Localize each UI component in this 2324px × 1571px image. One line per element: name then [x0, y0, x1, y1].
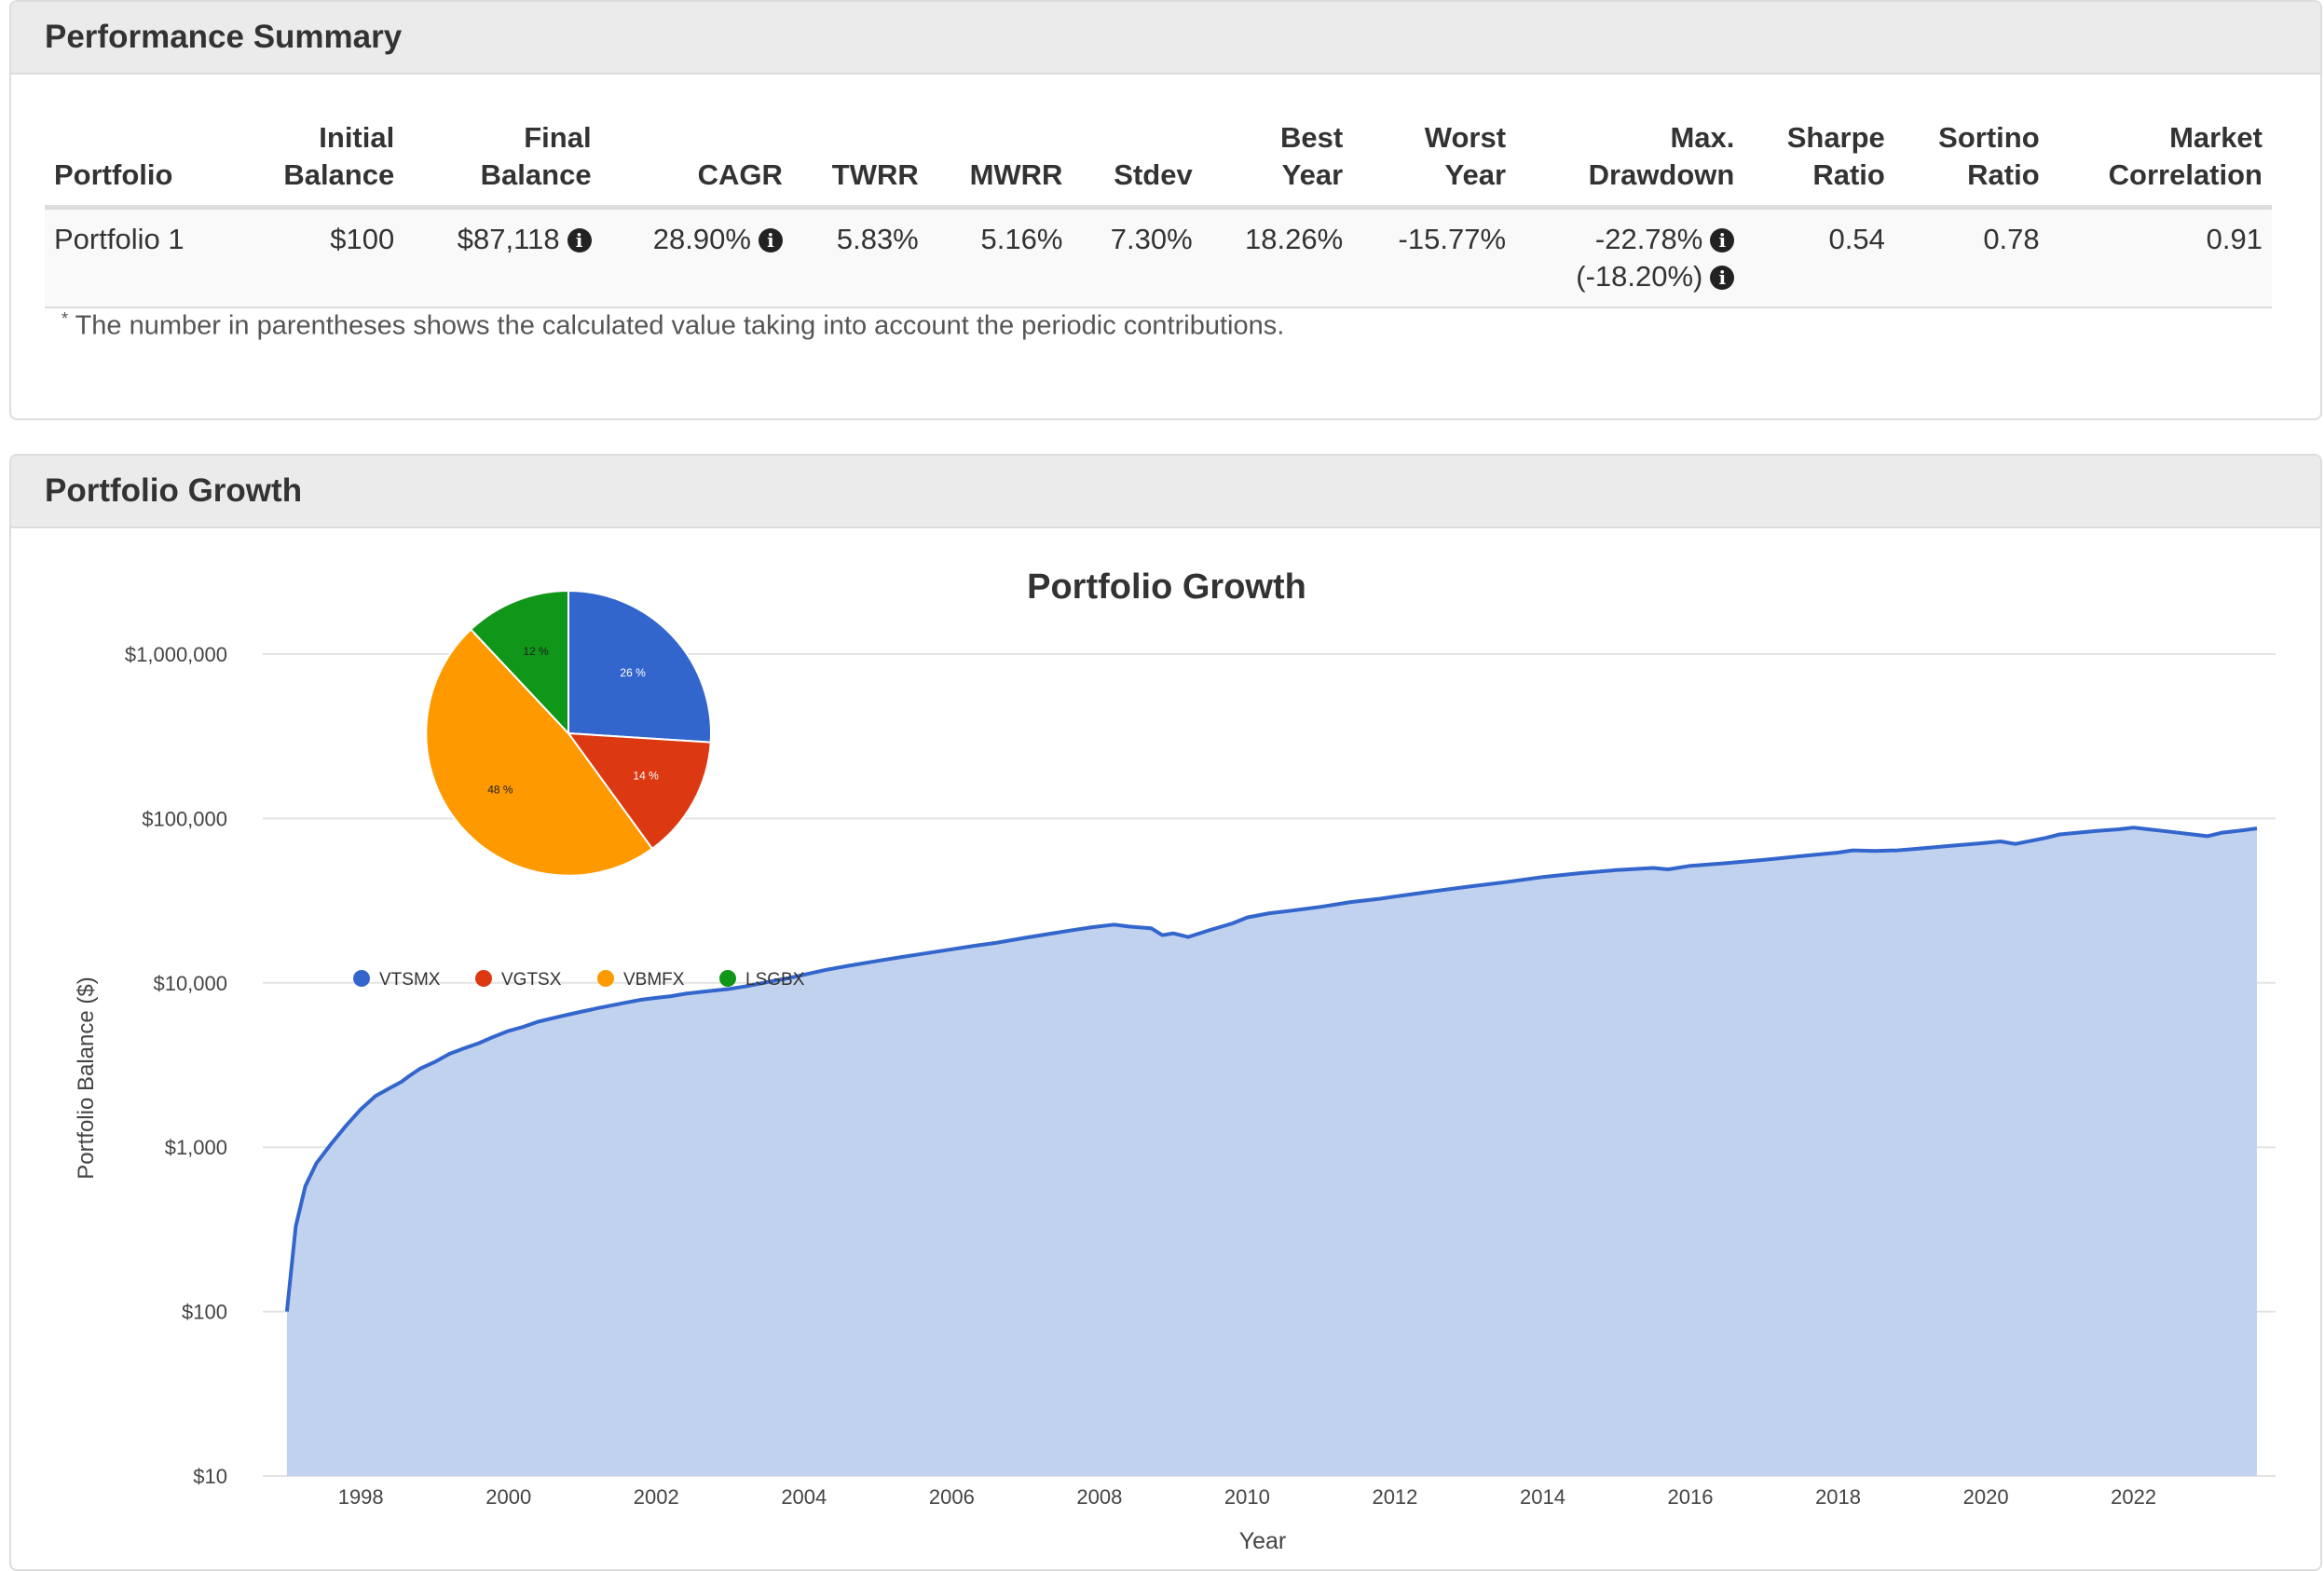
- legend-marker-vbmfx: [597, 970, 614, 987]
- info-icon[interactable]: i: [1710, 228, 1735, 253]
- col-mwrr[interactable]: MWRR: [927, 114, 1073, 210]
- portfolio-growth-chart: $10 $100 $1,000 $10,000 $100,000 $1,000,000 19…: [74, 567, 2276, 1554]
- pie-slice-lsgbx[interactable]: [469, 589, 569, 736]
- pie-slice-vgtsx[interactable]: [566, 731, 712, 851]
- x-tick-label: 2018: [1815, 1485, 1861, 1509]
- portfolio-growth-heading: Portfolio Growth: [11, 456, 2320, 528]
- cell-portfolio: Portfolio 1: [45, 207, 237, 308]
- cell-sortino-ratio: 0.78: [1893, 207, 2049, 308]
- y-tick-label: $10: [193, 1465, 227, 1488]
- axis-layer: $10 $100 $1,000 $10,000 $100,000 $1,000,000 19…: [125, 643, 2156, 1509]
- col-stdev[interactable]: Stdev: [1072, 114, 1202, 210]
- col-initial-balance[interactable]: Initial Balance: [236, 114, 404, 210]
- x-tick-label: 2000: [485, 1485, 531, 1509]
- legend-label-lsgbx[interactable]: LSGBX: [745, 970, 805, 990]
- legend-label-vbmfx[interactable]: VBMFX: [623, 970, 685, 990]
- pie-slice-label: 26 %: [620, 666, 646, 679]
- performance-summary-table: Portfolio Initial Balance Final Balance CA…: [45, 114, 2272, 308]
- pie-slice-vbmfx[interactable]: [425, 628, 654, 877]
- pie-slice-label: 12 %: [523, 645, 549, 658]
- x-tick-label: 2004: [781, 1485, 827, 1509]
- pie-legend: VTSMX VGTSX VBMFX LSGBX: [353, 970, 805, 990]
- x-axis-label: Year: [1239, 1528, 1287, 1554]
- pie-slice-label: 48 %: [487, 784, 513, 797]
- legend-marker-lsgbx: [719, 970, 736, 987]
- table-header-row: Portfolio Initial Balance Final Balance CA…: [45, 114, 2272, 210]
- chart-area-layer: [284, 826, 2258, 1476]
- cell-sharpe-ratio: 0.54: [1743, 207, 1894, 308]
- x-tick-label: 2016: [1668, 1485, 1714, 1509]
- col-sharpe-ratio[interactable]: Sharpe Ratio: [1743, 114, 1894, 210]
- col-worst-year[interactable]: Worst Year: [1352, 114, 1516, 210]
- cell-twrr: 5.83%: [791, 207, 928, 308]
- x-tick-label: 1998: [338, 1485, 384, 1509]
- col-portfolio[interactable]: Portfolio: [45, 114, 237, 210]
- col-max-drawdown[interactable]: Max. Drawdown: [1515, 114, 1744, 210]
- x-tick-label: 2010: [1224, 1485, 1270, 1509]
- x-tick-label: 2008: [1076, 1485, 1122, 1509]
- x-tick-label: 2014: [1520, 1485, 1565, 1509]
- col-best-year[interactable]: Best Year: [1201, 114, 1353, 210]
- cell-stdev: 7.30%: [1072, 207, 1202, 308]
- cell-worst-year: -15.77%: [1352, 207, 1516, 308]
- legend-label-vgtsx[interactable]: VGTSX: [501, 970, 562, 990]
- y-tick-label: $100,000: [142, 807, 227, 830]
- x-tick-label: 2002: [634, 1485, 679, 1509]
- col-final-balance[interactable]: Final Balance: [403, 114, 601, 210]
- legend-marker-vtsmx: [353, 970, 370, 987]
- y-tick-label: $100: [182, 1301, 227, 1324]
- footnote: * The number in parentheses shows the ca…: [62, 309, 1284, 342]
- cell-market-correlation: 0.91: [2048, 207, 2272, 308]
- info-icon[interactable]: i: [758, 228, 783, 253]
- cell-cagr: 28.90% i: [600, 207, 792, 308]
- legend-label-vtsmx[interactable]: VTSMX: [379, 970, 441, 990]
- footnote-mark: *: [62, 309, 69, 328]
- info-icon[interactable]: i: [1710, 266, 1735, 290]
- cell-initial-balance: $100: [236, 207, 404, 308]
- footnote-text: The number in parentheses shows the calc…: [75, 310, 1285, 341]
- growth-area-fill: [286, 827, 2258, 1476]
- x-tick-label: 2012: [1372, 1485, 1417, 1509]
- col-twrr[interactable]: TWRR: [791, 114, 928, 210]
- col-sortino-ratio[interactable]: Sortino Ratio: [1893, 114, 2049, 210]
- performance-summary-panel: Performance Summary Portfolio Initial Bal…: [9, 0, 2322, 420]
- chart-title: Portfolio Growth: [1027, 567, 1306, 607]
- portfolio-growth-panel: Portfolio Growth $10 $100 $1,000 $10,000 $10…: [9, 454, 2322, 1571]
- performance-summary-heading: Performance Summary: [11, 2, 2320, 75]
- x-tick-label: 2006: [929, 1485, 975, 1509]
- y-tick-label: $10,000: [153, 972, 227, 995]
- pie-slice-label: 14 %: [633, 770, 659, 783]
- y-axis-label: Portfolio Balance ($): [74, 977, 99, 1179]
- cell-max-drawdown: -22.78% i (-18.20%) i: [1515, 207, 1744, 308]
- col-market-correlation[interactable]: Market Correlation: [2048, 114, 2272, 210]
- pie-slice-vtsmx[interactable]: [567, 589, 713, 744]
- info-icon[interactable]: i: [567, 228, 592, 253]
- x-tick-label: 2020: [1963, 1485, 2009, 1509]
- legend-marker-vgtsx: [475, 970, 492, 987]
- cell-mwrr: 5.16%: [927, 207, 1073, 308]
- growth-series-line[interactable]: [284, 826, 2258, 1312]
- allocation-pie-chart: 26 % 14 % 48 % 12 %: [425, 589, 713, 877]
- y-tick-label: $1,000: [165, 1136, 227, 1159]
- y-tick-label: $1,000,000: [125, 643, 227, 666]
- cell-final-balance: $87,118 i: [403, 207, 601, 308]
- x-tick-label: 2022: [2111, 1485, 2156, 1509]
- cell-best-year: 18.26%: [1201, 207, 1353, 308]
- table-row: Portfolio 1 $100 $87,118 i 28.90% i 5.83% …: [45, 207, 2272, 308]
- col-cagr[interactable]: CAGR: [600, 114, 792, 210]
